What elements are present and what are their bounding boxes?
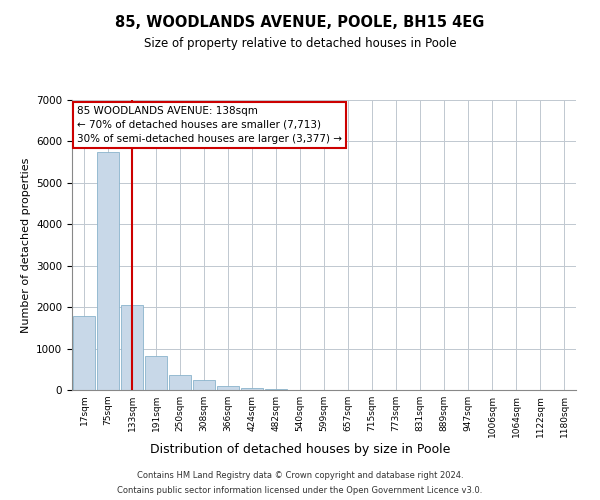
Text: 85, WOODLANDS AVENUE, POOLE, BH15 4EG: 85, WOODLANDS AVENUE, POOLE, BH15 4EG — [115, 15, 485, 30]
Bar — [241, 388, 263, 390]
Bar — [265, 389, 287, 390]
Bar — [97, 152, 119, 390]
Bar — [145, 356, 167, 390]
Text: Contains HM Land Registry data © Crown copyright and database right 2024.: Contains HM Land Registry data © Crown c… — [137, 471, 463, 480]
Bar — [73, 316, 95, 390]
Text: Size of property relative to detached houses in Poole: Size of property relative to detached ho… — [143, 38, 457, 51]
Bar — [169, 374, 191, 390]
Y-axis label: Number of detached properties: Number of detached properties — [20, 158, 31, 332]
Text: Distribution of detached houses by size in Poole: Distribution of detached houses by size … — [150, 442, 450, 456]
Text: Contains public sector information licensed under the Open Government Licence v3: Contains public sector information licen… — [118, 486, 482, 495]
Bar — [121, 304, 143, 390]
Bar — [193, 380, 215, 390]
Bar — [217, 386, 239, 390]
Text: 85 WOODLANDS AVENUE: 138sqm
← 70% of detached houses are smaller (7,713)
30% of : 85 WOODLANDS AVENUE: 138sqm ← 70% of det… — [77, 106, 342, 144]
